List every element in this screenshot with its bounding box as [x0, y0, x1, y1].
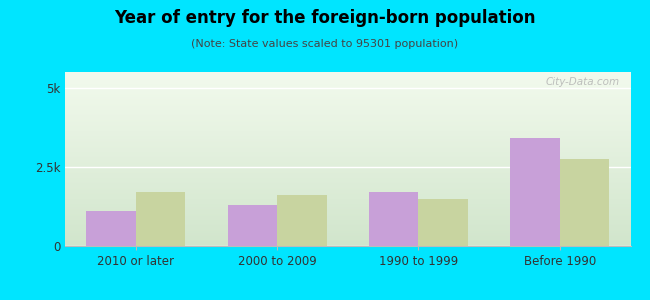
Bar [227, 205, 277, 246]
Bar [560, 159, 609, 246]
Text: (Note: State values scaled to 95301 population): (Note: State values scaled to 95301 popu… [192, 39, 458, 49]
Bar [419, 199, 468, 246]
Bar [369, 192, 419, 246]
Bar [86, 211, 136, 246]
Bar [510, 138, 560, 246]
Bar [136, 192, 185, 246]
Text: Year of entry for the foreign-born population: Year of entry for the foreign-born popul… [114, 9, 536, 27]
Text: City-Data.com: City-Data.com [545, 77, 619, 87]
Bar [277, 195, 326, 246]
